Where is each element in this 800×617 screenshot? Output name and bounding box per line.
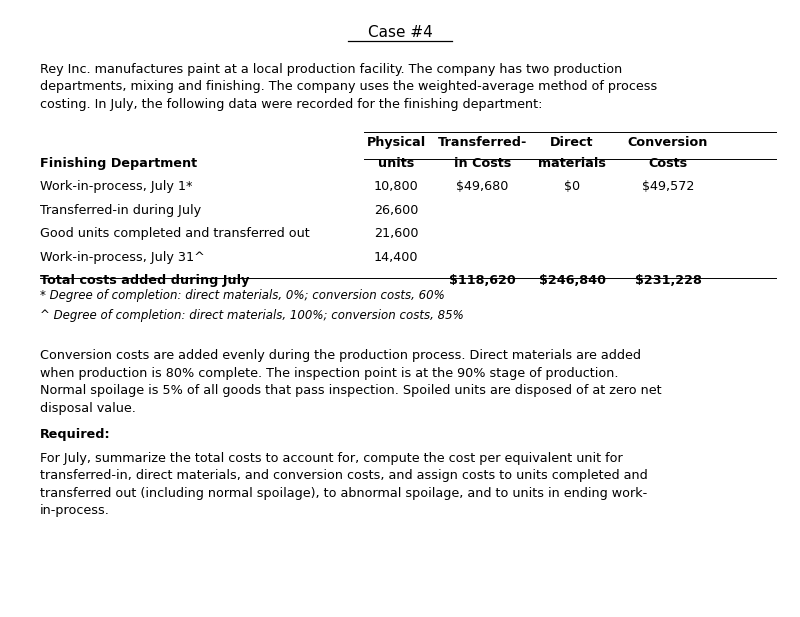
Text: Conversion: Conversion	[628, 136, 708, 149]
Text: * Degree of completion: direct materials, 0%; conversion costs, 60%: * Degree of completion: direct materials…	[40, 289, 445, 302]
Text: Costs: Costs	[649, 157, 687, 170]
Text: Total costs added during July: Total costs added during July	[40, 274, 250, 287]
Text: 21,600: 21,600	[374, 227, 418, 240]
Text: $49,572: $49,572	[642, 180, 694, 193]
Text: For July, summarize the total costs to account for, compute the cost per equival: For July, summarize the total costs to a…	[40, 452, 648, 517]
Text: 14,400: 14,400	[374, 251, 418, 263]
Text: Finishing Department: Finishing Department	[40, 157, 197, 170]
Text: $49,680: $49,680	[456, 180, 509, 193]
Text: $231,228: $231,228	[634, 274, 702, 287]
Text: in Costs: in Costs	[454, 157, 511, 170]
Text: ^ Degree of completion: direct materials, 100%; conversion costs, 85%: ^ Degree of completion: direct materials…	[40, 309, 464, 322]
Text: Work-in-process, July 1*: Work-in-process, July 1*	[40, 180, 193, 193]
Text: Work-in-process, July 31^: Work-in-process, July 31^	[40, 251, 205, 263]
Text: units: units	[378, 157, 414, 170]
Text: 10,800: 10,800	[374, 180, 418, 193]
Text: Transferred-: Transferred-	[438, 136, 527, 149]
Text: materials: materials	[538, 157, 606, 170]
Text: Physical: Physical	[366, 136, 426, 149]
Text: $118,620: $118,620	[449, 274, 516, 287]
Text: Required:: Required:	[40, 428, 110, 441]
Text: Rey Inc. manufactures paint at a local production facility. The company has two : Rey Inc. manufactures paint at a local p…	[40, 63, 658, 111]
Text: Direct: Direct	[550, 136, 594, 149]
Text: 26,600: 26,600	[374, 204, 418, 217]
Text: Transferred-in during July: Transferred-in during July	[40, 204, 201, 217]
Text: Good units completed and transferred out: Good units completed and transferred out	[40, 227, 310, 240]
Text: $246,840: $246,840	[538, 274, 606, 287]
Text: $0: $0	[564, 180, 580, 193]
Text: Conversion costs are added evenly during the production process. Direct material: Conversion costs are added evenly during…	[40, 349, 662, 415]
Text: Case #4: Case #4	[368, 25, 432, 39]
